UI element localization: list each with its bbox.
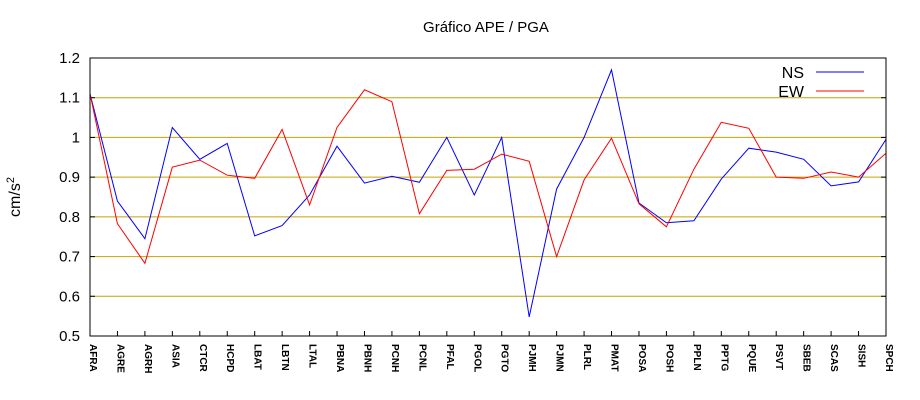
y-axis-label: cm/s2: [5, 177, 24, 217]
x-tick-label: PPLN: [691, 344, 702, 371]
grid-lines: [90, 97, 886, 297]
x-tick-label: SPCH: [883, 344, 894, 372]
x-tick-label: PLRL: [581, 344, 592, 370]
x-tick-label: PMAT: [609, 344, 620, 372]
series-line-ns: [89, 68, 887, 318]
x-tick-label: AGRH: [142, 344, 153, 373]
x-tick-label: PJMN: [554, 344, 565, 372]
chart-title: Gráfico APE / PGA: [423, 19, 549, 36]
y-tick-label: 1: [72, 129, 80, 146]
series-line-ew: [89, 89, 887, 265]
y-tick-label: 0.9: [59, 169, 80, 186]
x-tick-label: PGTO: [499, 344, 510, 372]
y-tick-label: 0.5: [59, 328, 80, 345]
x-tick-label: AGRE: [114, 344, 125, 373]
x-tick-label: PSVT: [773, 344, 784, 370]
legend: NS EW: [778, 65, 864, 101]
x-tick-label: PFAL: [444, 344, 455, 370]
y-tick-label: 1.2: [59, 50, 80, 67]
x-tick-label: POSH: [663, 344, 674, 372]
y-tick-label: 0.8: [59, 209, 80, 226]
x-tick-label: PBNA: [334, 344, 345, 372]
x-tick-label: HCPD: [224, 344, 235, 372]
y-tick-label: 1.1: [59, 90, 80, 107]
x-axis-ticks: AFRA AGRE AGRH ASIA CTCR HCPD LBAT LBTN LTAL PBNA…: [87, 331, 894, 373]
x-tick-label: AFRA: [87, 344, 98, 372]
x-tick-label: POSA: [636, 344, 647, 372]
x-tick-label: ASIA: [169, 344, 180, 368]
x-tick-label: PPTG: [718, 344, 729, 371]
x-tick-label: SISH: [856, 344, 867, 367]
x-tick-label: PQUE: [746, 344, 757, 373]
legend-label: NS: [782, 65, 804, 82]
x-tick-label: LBTN: [279, 344, 290, 371]
x-tick-label: LBAT: [252, 344, 263, 370]
x-tick-label: CTCR: [197, 344, 208, 373]
x-tick-label: PGOL: [471, 344, 482, 372]
y-axis-ticks: 0.5 0.6 0.7 0.8 0.9 1 1.1 1.2: [59, 50, 886, 345]
y-tick-label: 0.7: [59, 249, 80, 266]
x-tick-label: PBNH: [361, 344, 372, 372]
x-tick-label: LTAL: [307, 344, 318, 368]
x-tick-label: PCNL: [416, 344, 427, 371]
legend-label: EW: [778, 84, 805, 101]
x-tick-label: SBEB: [801, 344, 812, 372]
x-tick-label: PJMH: [526, 344, 537, 372]
plot-frame: [89, 57, 887, 337]
x-tick-label: SCAS: [828, 344, 839, 372]
y-tick-label: 0.6: [59, 288, 80, 305]
series-lines: [89, 68, 887, 318]
x-tick-label: PCNH: [389, 344, 400, 372]
